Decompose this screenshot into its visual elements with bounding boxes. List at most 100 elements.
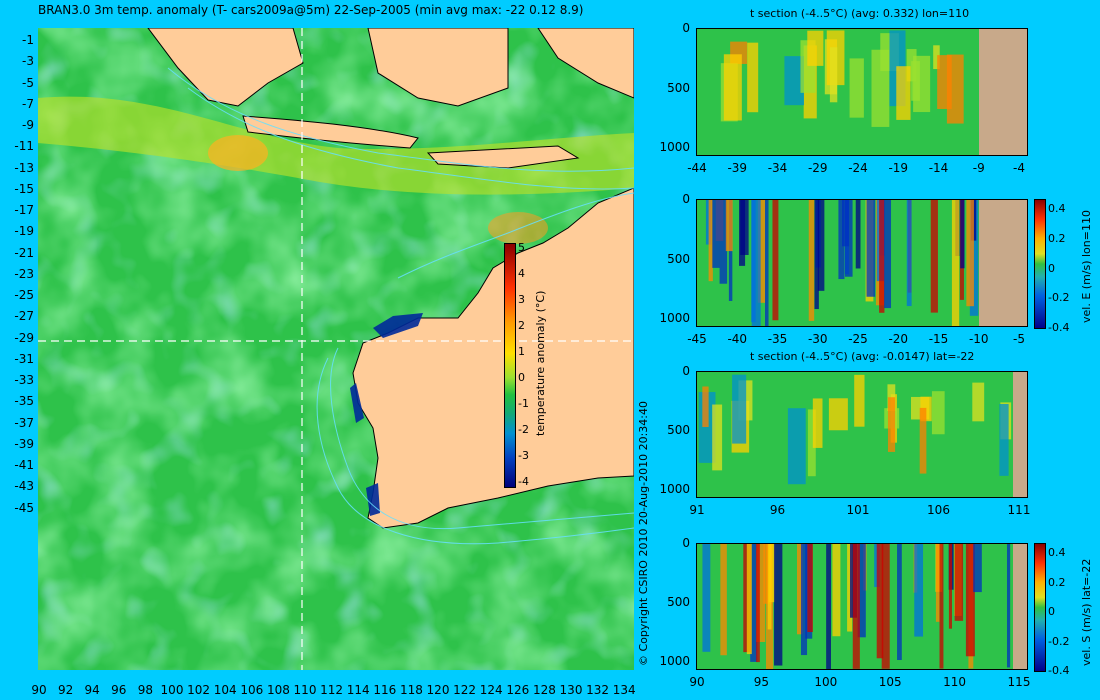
section-anomaly-patch [866,200,876,297]
map-colorbar-tick: -3 [518,449,529,462]
lat-tick-label: -1 [22,33,34,47]
nusa-tenggara-land [426,145,580,169]
section-anomaly-patch [796,544,803,635]
section-anomaly-patch [965,544,975,657]
section-anomaly-patch [935,544,940,622]
lon-tick-label: 96 [111,683,127,697]
lon-tick-label: 134 [612,683,636,697]
section-anomaly-patch [939,544,944,669]
section-anomaly-patch [829,47,838,103]
section-anomaly-patch [954,544,964,621]
lat-tick-label: -25 [14,288,34,302]
panel-x-tick: 96 [769,503,786,517]
lat-tick-label: -29 [14,330,34,345]
borneo-land [367,28,509,107]
section-anomaly-patch [784,56,804,106]
section-anomaly-patch [702,544,711,652]
lon-tick-label: 126 [506,683,530,697]
panel-x-tick: 90 [689,675,705,689]
panel-x-tick: -25 [848,332,868,346]
section-anomaly-patch [855,200,861,269]
panel-x-tick: -4 [1013,161,1025,175]
section-anomaly-patch [966,200,974,307]
section-anomaly-patch [828,398,848,431]
panel-x-tick: -30 [807,332,828,346]
panel-colorbar-label: vel. E (m/s) lon=110 [1080,210,1093,323]
panel-y-tick: 1000 [659,140,690,155]
section-anomaly-patch [876,544,884,659]
bathymetry-contours [167,67,634,545]
section-anomaly-patch [712,200,720,268]
section-anomaly-patch [847,544,853,632]
panel-x-tick: -34 [767,161,788,175]
panel-x-tick: 101 [846,503,870,517]
section-anomaly-patch [913,55,931,113]
section-anomaly-patch [896,66,911,120]
section-anomaly-patch [937,55,952,109]
lat-tick-label: -41 [14,458,34,472]
section-anomaly-patch [765,200,769,326]
map-colorbar [504,243,516,488]
lon-tick-label: 122 [453,683,477,697]
lon-tick-label: 108 [266,683,290,697]
lat-tick-label: -9 [22,118,34,132]
section-anomaly-patch [826,544,831,669]
panel-x-tick: -35 [767,332,788,346]
lat-tick-label: -39 [14,436,34,451]
section-anomaly-patch [774,544,783,666]
section-anomaly-patch [919,407,927,474]
lat-tick-label: -37 [14,415,34,430]
panel-y-tick: 0 [682,536,690,550]
section-anomaly-patch [906,49,917,82]
map-colorbar-tick: -2 [518,423,529,436]
panel-y-tick: 500 [667,595,690,610]
section-anomaly-patch [787,408,806,485]
section-anomaly-patch [999,404,1009,476]
panel-colorbar [1034,543,1046,672]
panel-x-tick: -44 [687,161,707,175]
panel-y-tick: 1000 [659,482,690,497]
lon-tick-label: 98 [137,683,154,697]
panel-colorbar-tick: 0.2 [1048,231,1066,245]
panel-colorbar [1034,199,1046,329]
section-anomaly-patch [972,382,985,422]
section-anomaly-patch [751,200,761,326]
lat-tick-label: -23 [14,266,34,281]
lat-tick-label: -19 [14,224,34,239]
panel-x-tick: -20 [888,332,909,346]
panel-colorbar-tick: -0.4 [1048,321,1070,335]
panel-colorbar-tick: 0 [1048,261,1055,275]
sulawesi-land [537,28,634,99]
lon-tick-label: 90 [31,683,47,697]
lon-tick-label: 100 [160,683,184,697]
section-anomaly-patch [948,544,953,629]
section-anomaly-patch [740,200,749,255]
section-anomaly-patch [951,200,960,326]
section-anomaly-patch [800,544,808,656]
section-anomaly-patch [914,544,924,637]
section-anomaly-patch [817,200,825,291]
section-anomaly-patch [757,200,766,303]
panel-title: t section (-4..5°C) (avg: -0.0147) lat=-… [750,350,975,363]
section-anomaly-patch [807,30,824,66]
lon-tick-label: 128 [532,683,556,697]
panel-x-tick: 95 [753,675,770,689]
lon-tick-label: 120 [426,683,450,697]
map-colorbar-tick: -4 [518,475,529,488]
lon-tick-label: 102 [187,683,211,697]
panel-x-tick: -14 [928,161,949,175]
panel-x-tick: -9 [972,161,985,175]
panel-colorbar-tick: 0.4 [1048,546,1066,559]
lat-tick-label: -21 [14,245,34,260]
lon-tick-label: 110 [293,683,317,697]
section-anomaly-patch [814,200,819,310]
section-anomaly-patch [842,200,850,247]
section-anomaly-patch [756,544,766,642]
lat-tick-label: -7 [22,96,34,111]
section-anomaly-patch [768,544,776,603]
section-anomaly-patch [705,200,712,245]
section-anomaly-patch [808,200,815,321]
lon-tick-label: 116 [373,683,397,697]
java-land [242,115,419,149]
panel-title: t section (-4..5°C) (avg: 0.332) lon=110 [750,7,970,20]
